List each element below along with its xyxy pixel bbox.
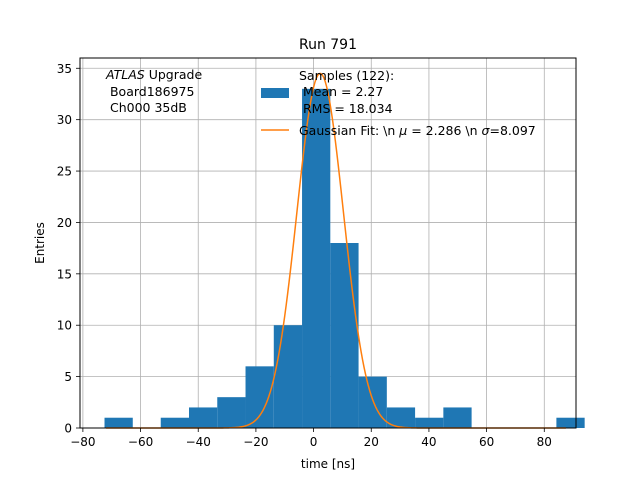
histogram-bar (217, 397, 246, 428)
chart-title: Run 791 (299, 37, 357, 53)
legend-fit-sigma: σ (482, 123, 491, 138)
y-tick-label: 0 (64, 422, 72, 436)
histogram-bar (160, 417, 190, 428)
histogram-bar (104, 417, 133, 428)
legend-fit-mid: = 2.286 \n (407, 123, 481, 138)
y-tick-label: 30 (57, 113, 72, 127)
x-tick-label: 20 (364, 435, 379, 449)
plot-frame (79, 57, 577, 429)
x-tick-label: 0 (310, 435, 318, 449)
y-tick-label: 20 (57, 216, 72, 230)
histogram-bar (556, 417, 585, 428)
legend-fit-suffix: =8.097 (489, 123, 535, 138)
x-tick-label: 40 (421, 435, 436, 449)
legend-fit-text: Gaussian Fit: \n μ = 2.286 \n σ=8.097 (299, 123, 536, 138)
histogram-bar (302, 88, 331, 428)
x-axis-label: time [ns] (301, 457, 355, 471)
histogram-bar (386, 407, 416, 428)
legend-fit-mu: μ (398, 123, 407, 138)
y-tick-label: 35 (57, 62, 72, 76)
legend-hist-line-2: Mean = 2.27 (299, 84, 383, 99)
histogram-bars (104, 88, 585, 428)
legend-hist-swatch (261, 88, 289, 98)
y-axis-ticks: 0 5 10 15 20 25 30 35 (57, 62, 80, 436)
legend-hist-line-1: Samples (122): (299, 68, 394, 83)
annotation-upgrade: Upgrade (145, 67, 203, 82)
y-tick-label: 25 (57, 165, 72, 179)
legend-hist-line-3: RMS = 18.034 (299, 101, 393, 116)
histogram-bar (330, 243, 359, 428)
histogram-bar (415, 417, 444, 428)
atlas-annotation: ATLAS Upgrade Board186975 Ch000 35dB (105, 67, 202, 115)
x-axis-ticks: −80 −60 −40 −20 0 20 40 60 80 (70, 428, 552, 449)
x-tick-label: 80 (537, 435, 552, 449)
x-tick-label: −40 (186, 435, 211, 449)
histogram-bar (189, 407, 218, 428)
histogram-bar (273, 325, 303, 428)
x-tick-label: −20 (243, 435, 268, 449)
annotation-atlas: ATLAS (105, 67, 145, 82)
x-tick-label: −80 (70, 435, 95, 449)
annotation-line-3: Ch000 35dB (106, 100, 187, 115)
y-tick-label: 15 (57, 267, 72, 281)
x-tick-label: 60 (479, 435, 494, 449)
annotation-line-1: ATLAS Upgrade (105, 67, 202, 82)
annotation-line-2: Board186975 (106, 84, 194, 99)
y-tick-label: 10 (57, 319, 72, 333)
histogram-bar (443, 407, 472, 428)
histogram-bar (245, 366, 274, 428)
y-tick-label: 5 (64, 370, 72, 384)
y-axis-label: Entries (33, 222, 47, 264)
histogram-bar (358, 376, 387, 428)
legend: Samples (122): Mean = 2.27 RMS = 18.034 … (261, 68, 536, 138)
legend-fit-prefix: Gaussian Fit: \n (299, 123, 399, 138)
x-tick-label: −60 (128, 435, 153, 449)
